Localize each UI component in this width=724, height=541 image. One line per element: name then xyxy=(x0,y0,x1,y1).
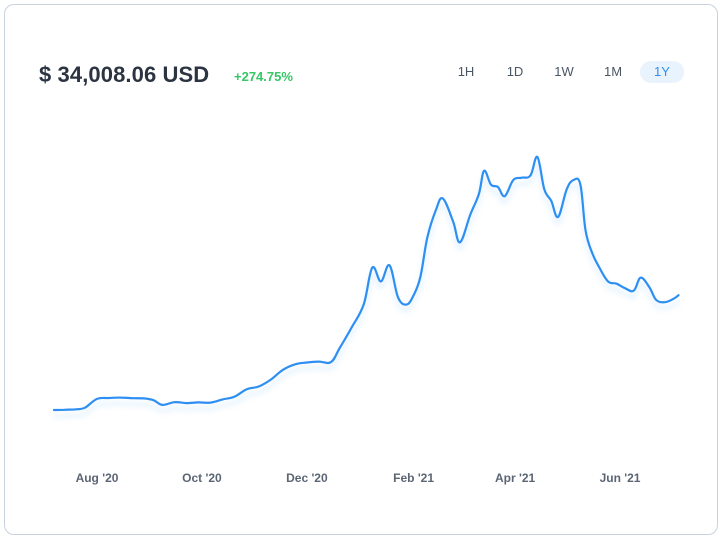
price-series-line xyxy=(52,155,680,412)
time-range-selector: 1H 1D 1W 1M 1Y xyxy=(444,61,684,83)
x-tick-label: Apr '21 xyxy=(495,471,536,485)
current-price: $ 34,008.06 USD xyxy=(39,62,210,87)
x-tick-label: Aug '20 xyxy=(76,471,119,485)
range-button-1d[interactable]: 1D xyxy=(506,64,524,79)
range-button-1y[interactable]: 1Y xyxy=(640,61,684,83)
x-tick-label: Dec '20 xyxy=(286,471,328,485)
x-tick-label: Oct '20 xyxy=(182,471,222,485)
range-button-1w[interactable]: 1W xyxy=(554,64,574,79)
price-change-percent: +274.75% xyxy=(234,69,293,84)
range-button-1m[interactable]: 1M xyxy=(603,64,623,79)
range-button-1h[interactable]: 1H xyxy=(457,64,475,79)
price-chart-card: $ 34,008.06 USD +274.75% 1H 1D 1W 1M 1Y xyxy=(4,4,718,535)
x-tick-label: Jun '21 xyxy=(600,471,641,485)
x-tick-label: Feb '21 xyxy=(393,471,434,485)
